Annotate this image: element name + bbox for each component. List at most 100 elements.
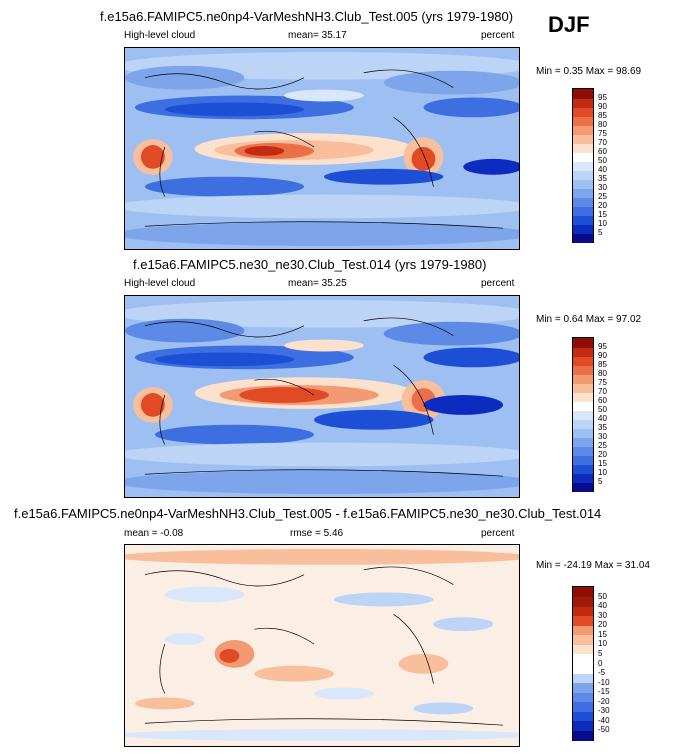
colorbar-tick-label: 0 (598, 658, 603, 668)
colorbar-tick-label: 10 (598, 219, 607, 228)
colorbar-tick-label: 80 (598, 120, 607, 129)
panel-1-field (125, 48, 519, 249)
colorbar-tick-label: -5 (598, 668, 606, 678)
colorbar-segment (573, 179, 593, 189)
colorbar-tick-label: -10 (598, 677, 610, 687)
season-label: DJF (548, 12, 590, 37)
colorbar-segment (573, 644, 593, 655)
colorbar-segment (573, 365, 593, 375)
colorbar-tick-label: 10 (598, 468, 607, 477)
panel-2-map (124, 295, 520, 498)
colorbar-segment (573, 134, 593, 144)
colorbar-segment (573, 215, 593, 225)
colorbar-segment (573, 383, 593, 393)
panel-2-mean-label: mean= 35.25 (288, 278, 347, 289)
colorbar-tick-label: -50 (598, 725, 610, 735)
colorbar-segment (573, 188, 593, 198)
colorbar-segment (573, 374, 593, 384)
colorbar-segment (573, 615, 593, 626)
colorbar-segment (573, 455, 593, 465)
colorbar-tick-label: 60 (598, 147, 607, 156)
colorbar-segment (573, 653, 593, 664)
colorbar-tick-label: 35 (598, 174, 607, 183)
colorbar-tick-label: 95 (598, 342, 607, 351)
colorbar-segment (573, 125, 593, 135)
colorbar-segment (573, 152, 593, 162)
colorbar-segment (573, 428, 593, 438)
colorbar-segment (573, 625, 593, 636)
panel-3-title: f.e15a6.FAMIPC5.ne0np4-VarMeshNH3.Club_T… (14, 506, 602, 521)
panel-2-minmax: Min = 0.64 Max = 97.02 (536, 314, 642, 325)
colorbar-segment (573, 338, 593, 348)
colorbar-segment (573, 401, 593, 411)
colorbar-tick-label: 30 (598, 432, 607, 441)
colorbar-tick-label: -30 (598, 706, 610, 716)
colorbar-segment (573, 410, 593, 420)
colorbar-segment (573, 89, 593, 99)
colorbar-tick-label: 30 (598, 183, 607, 192)
colorbar-tick-label: 40 (598, 165, 607, 174)
colorbar-tick-label: 85 (598, 111, 607, 120)
panel-1-colorbar (572, 88, 594, 243)
colorbar-tick-label: 5 (598, 477, 603, 486)
colorbar-tick-label: 40 (598, 601, 607, 611)
colorbar-segment (573, 720, 593, 731)
colorbar-tick-label: -40 (598, 715, 610, 725)
colorbar-segment (573, 224, 593, 234)
colorbar-segment (573, 116, 593, 126)
colorbar-segment (573, 606, 593, 617)
panel-1-title: f.e15a6.FAMIPC5.ne0np4-VarMeshNH3.Club_T… (100, 9, 514, 24)
colorbar-tick-label: 30 (598, 610, 607, 620)
colorbar-segment (573, 701, 593, 712)
panel-3-field (125, 545, 519, 746)
colorbar-segment (573, 98, 593, 108)
colorbar-tick-label: 20 (598, 620, 607, 630)
colorbar-tick-label: 50 (598, 405, 607, 414)
panel-2-colorbar (572, 337, 594, 492)
colorbar-segment (573, 197, 593, 207)
colorbar-segment (573, 587, 593, 598)
colorbar-segment (573, 446, 593, 456)
colorbar-tick-label: 90 (598, 351, 607, 360)
colorbar-tick-label: 20 (598, 201, 607, 210)
panel-3-colorbar (572, 586, 594, 741)
colorbar-tick-label: 90 (598, 102, 607, 111)
colorbar-segment (573, 107, 593, 117)
colorbar-tick-label: 15 (598, 459, 607, 468)
panel-3-rmse-label: rmse = 5.46 (290, 528, 344, 539)
colorbar-tick-label: -15 (598, 687, 610, 697)
panel-2-units-label: percent (481, 278, 515, 289)
panel-3-units-label: percent (481, 528, 515, 539)
colorbar-segment (573, 170, 593, 180)
panel-3-mean-label: mean = -0.08 (124, 528, 184, 539)
colorbar-tick-label: 95 (598, 93, 607, 102)
colorbar-tick-label: 50 (598, 156, 607, 165)
colorbar-tick-label: 10 (598, 639, 607, 649)
colorbar-tick-label: 40 (598, 414, 607, 423)
panel-1-variable-label: High-level cloud (124, 30, 196, 41)
colorbar-tick-label: 80 (598, 369, 607, 378)
colorbar-segment (573, 634, 593, 645)
colorbar-tick-label: 35 (598, 423, 607, 432)
colorbar-tick-label: 5 (598, 648, 603, 658)
colorbar-segment (573, 392, 593, 402)
colorbar-tick-label: 75 (598, 378, 607, 387)
panel-1-units-label: percent (481, 30, 515, 41)
panel-1-mean-label: mean= 35.17 (288, 30, 347, 41)
colorbar-segment (573, 419, 593, 429)
colorbar-tick-label: 5 (598, 228, 603, 237)
colorbar-segment (573, 143, 593, 153)
colorbar-segment (573, 233, 593, 243)
panel-2-field (125, 296, 519, 497)
colorbar-tick-label: 60 (598, 396, 607, 405)
panel-3-minmax: Min = -24.19 Max = 31.04 (536, 560, 650, 571)
colorbar-segment (573, 206, 593, 216)
colorbar-segment (573, 464, 593, 474)
colorbar-segment (573, 473, 593, 483)
colorbar-tick-label: 25 (598, 441, 607, 450)
colorbar-tick-label: -20 (598, 696, 610, 706)
colorbar-segment (573, 437, 593, 447)
colorbar-segment (573, 356, 593, 366)
colorbar-tick-label: 70 (598, 138, 607, 147)
colorbar-tick-label: 15 (598, 210, 607, 219)
